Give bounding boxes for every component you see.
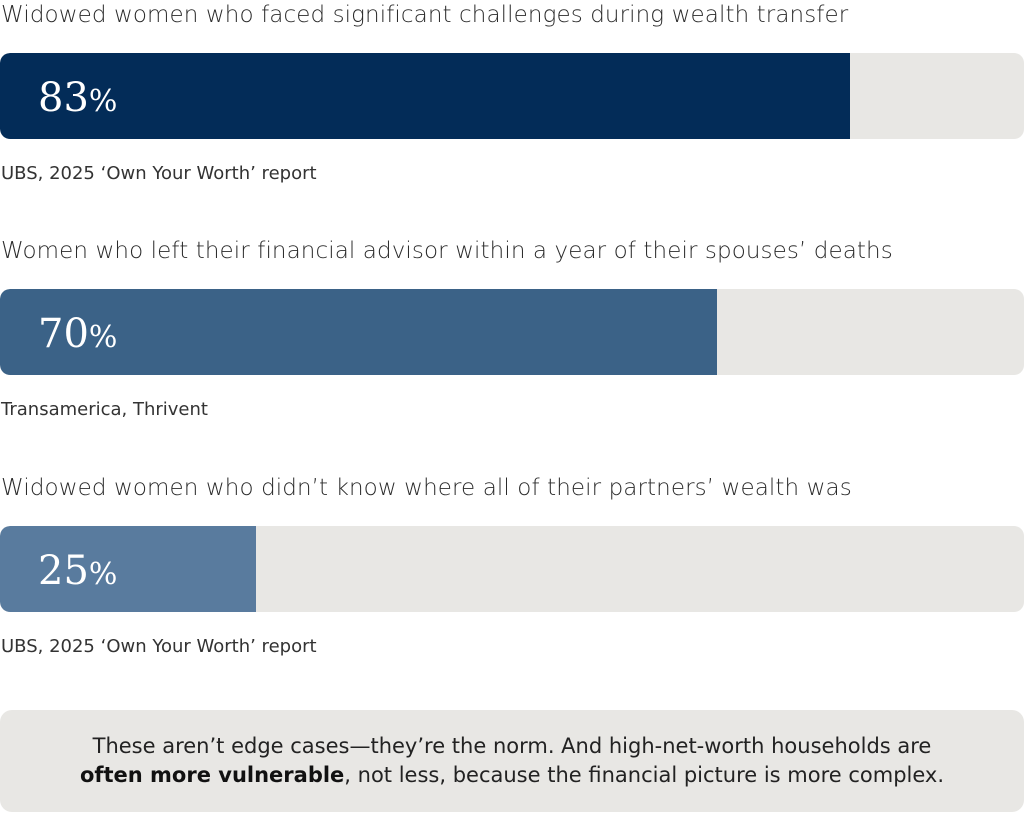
bar-track: 70%	[0, 289, 1024, 375]
bar-value-unit: %	[88, 557, 118, 592]
bar-value-unit: %	[88, 84, 118, 119]
bar-value-unit: %	[88, 320, 118, 355]
stat-title: Widowed women who didn’t know where all …	[1, 475, 852, 501]
bar-value-number: 70	[38, 311, 89, 357]
bar-value-label: 83%	[38, 53, 117, 139]
bar-value-label: 25%	[38, 526, 117, 612]
bar-track: 83%	[0, 53, 1024, 139]
bar-track: 25%	[0, 526, 1024, 612]
bar-fill	[0, 289, 717, 375]
note-line-2: , not less, because the financial pictur…	[344, 763, 945, 787]
stat-source: UBS, 2025 ‘Own Your Worth’ report	[1, 163, 317, 184]
stat-source: UBS, 2025 ‘Own Your Worth’ report	[1, 636, 317, 657]
note-emphasis: often more vulnerable	[79, 763, 345, 787]
bar-value-number: 83	[38, 75, 89, 121]
bar-fill	[0, 526, 256, 612]
note-text: These aren’t edge cases—they’re the norm…	[40, 732, 984, 790]
stat-title: Widowed women who faced significant chal…	[1, 2, 849, 28]
bar-value-label: 70%	[38, 289, 117, 375]
note-box: These aren’t edge cases—they’re the norm…	[0, 710, 1024, 812]
bar-value-number: 25	[38, 548, 89, 594]
bar-fill	[0, 53, 850, 139]
note-line-1: These aren’t edge cases—they’re the norm…	[92, 734, 932, 758]
stat-title: Women who left their financial advisor w…	[1, 238, 893, 264]
stat-source: Transamerica, Thrivent	[1, 399, 208, 420]
